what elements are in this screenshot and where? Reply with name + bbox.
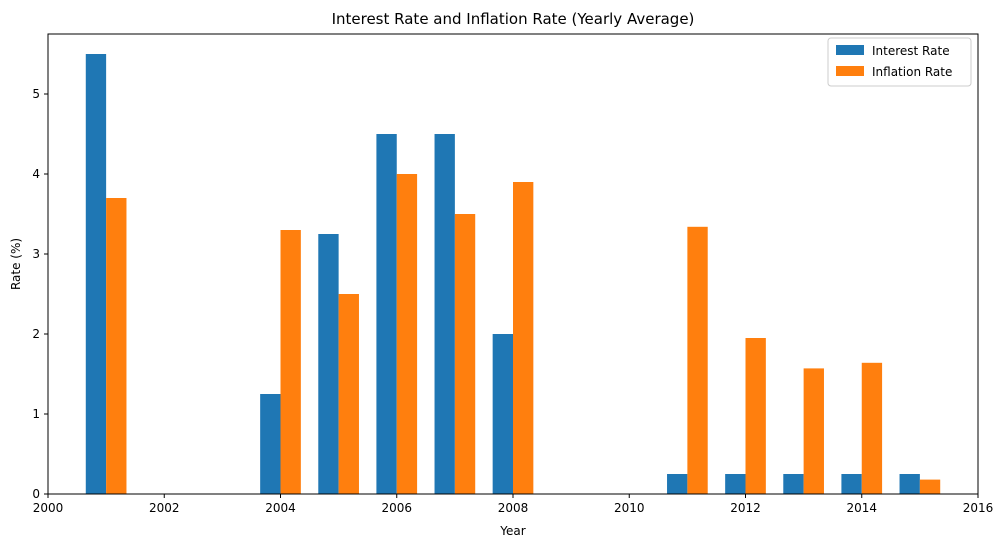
x-tick-label: 2004: [265, 501, 296, 515]
bar-inflation-rate-2008: [513, 182, 534, 494]
x-tick-label: 2016: [963, 501, 994, 515]
y-tick-label: 3: [32, 247, 40, 261]
bar-inflation-rate-2007: [454, 214, 476, 494]
bars-group: [85, 54, 941, 495]
x-tick-label: 2010: [614, 501, 645, 515]
bar-interest-rate-2008: [492, 334, 513, 494]
bar-interest-rate-2012: [725, 474, 746, 494]
bar-inflation-rate-2014: [861, 362, 883, 494]
bar-inflation-rate-2004: [280, 230, 301, 494]
y-tick-label: 5: [32, 87, 40, 101]
legend-label: Interest Rate: [872, 44, 950, 58]
x-axis-title: Year: [499, 524, 525, 538]
bar-interest-rate-2007: [434, 134, 455, 494]
bar-interest-rate-2014: [841, 474, 862, 494]
y-axis-ticks: 0 1 2 3 4 5: [32, 87, 48, 501]
y-tick-label: 2: [32, 327, 40, 341]
bar-inflation-rate-2012: [745, 338, 766, 494]
plot-area-frame: [47, 33, 979, 495]
bar-inflation-rate-2005: [338, 294, 359, 494]
bar-interest-rate-2001: [85, 54, 107, 494]
bar-interest-rate-2006: [376, 134, 397, 494]
bar-interest-rate-2015: [899, 474, 920, 494]
x-tick-label: 2006: [381, 501, 412, 515]
bar-inflation-rate-2006: [396, 174, 418, 494]
chart-title: Interest Rate and Inflation Rate (Yearly…: [332, 10, 695, 28]
bar-interest-rate-2005: [318, 234, 339, 494]
x-tick-label: 2012: [730, 501, 761, 515]
bar-inflation-rate-2013: [803, 368, 824, 494]
bar-inflation-rate-2011: [687, 226, 708, 495]
x-tick-label: 2014: [846, 501, 877, 515]
y-tick-label: 4: [32, 167, 40, 181]
x-tick-label: 2002: [149, 501, 180, 515]
bar-interest-rate-2011: [667, 474, 688, 494]
y-axis-title: Rate (%): [9, 238, 23, 290]
bar-interest-rate-2013: [783, 474, 804, 494]
x-tick-label: 2000: [33, 501, 64, 515]
legend-swatch: [836, 66, 864, 76]
x-axis-ticks: 2000 2002 2004 2006 2008 2010 2012 2014 2016: [33, 494, 994, 515]
y-tick-label: 0: [32, 487, 40, 501]
y-tick-label: 1: [32, 407, 40, 421]
bar-inflation-rate-2001: [106, 198, 127, 494]
bar-interest-rate-2004: [260, 394, 281, 494]
legend: Interest Rate Inflation Rate: [827, 37, 972, 87]
legend-label: Inflation Rate: [872, 65, 952, 79]
legend-swatch: [836, 45, 864, 55]
bar-inflation-rate-2015: [919, 479, 941, 494]
x-tick-label: 2008: [498, 501, 529, 515]
